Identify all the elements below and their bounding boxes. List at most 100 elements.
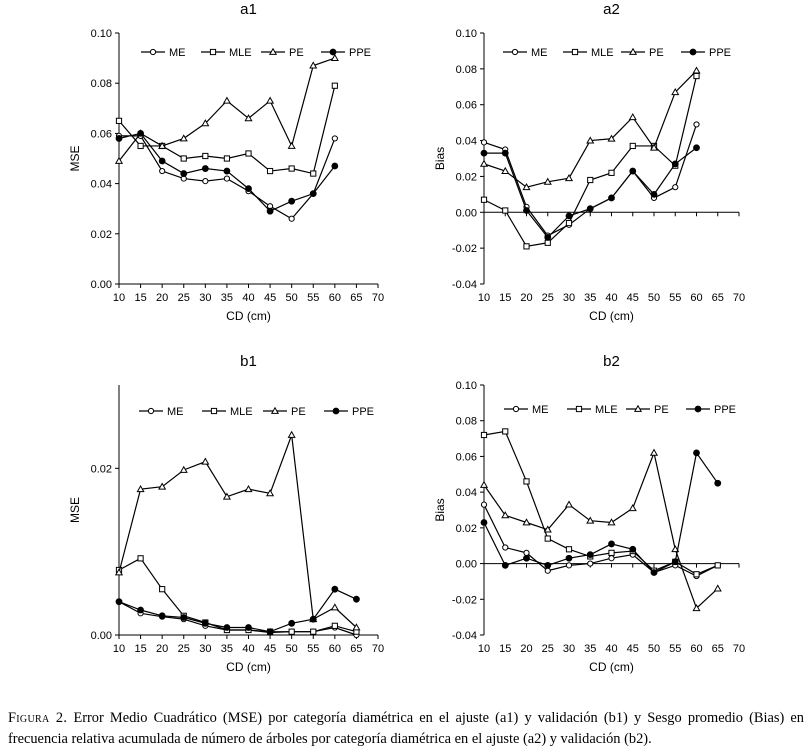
- data-point: [608, 549, 615, 556]
- series-mle: [115, 555, 360, 635]
- x-tick-label: 60: [690, 643, 702, 655]
- x-axis-label: CD (cm): [226, 309, 271, 323]
- y-tick-label: 0.08: [91, 78, 112, 90]
- data-point: [223, 175, 231, 182]
- legend-label: MLE: [591, 47, 614, 59]
- y-tick-label: 0.02: [91, 463, 112, 475]
- data-point: [693, 121, 700, 128]
- data-point: [543, 177, 552, 185]
- figure-panels: a1 0.00 0.02 0.04 0.06 0.08 0.10 10 15 20 25 30 35 40…: [68, 1, 745, 674]
- data-point: [331, 162, 339, 170]
- x-tick-label: 15: [134, 643, 146, 655]
- y-axis-label: MSE: [68, 145, 82, 171]
- data-point: [480, 519, 488, 526]
- data-point: [115, 598, 123, 606]
- legend-marker: [512, 405, 520, 413]
- data-point: [331, 135, 338, 142]
- x-tick-label: 10: [113, 643, 125, 655]
- legend-marker: [511, 48, 519, 56]
- legend: ME MLE PE PPE: [141, 47, 371, 59]
- data-point: [649, 143, 659, 151]
- data-point: [180, 170, 188, 177]
- data-point: [586, 551, 594, 559]
- y-tick-label: 0.10: [91, 28, 112, 40]
- data-point: [159, 586, 166, 593]
- data-point: [543, 525, 552, 533]
- data-point: [671, 87, 680, 96]
- legend-marker: [332, 407, 340, 415]
- legend-marker: [149, 48, 157, 56]
- legend-label: PE: [649, 47, 664, 59]
- x-tick-label: 30: [563, 292, 575, 304]
- x-tick-label: 40: [242, 643, 254, 655]
- legend: ME MLE PE PPE: [139, 406, 374, 418]
- data-point: [479, 480, 489, 488]
- y-tick-label: 0.04: [456, 136, 477, 148]
- data-point: [180, 155, 187, 162]
- x-tick-label: 55: [307, 643, 319, 655]
- data-point: [587, 176, 594, 184]
- data-point: [158, 157, 166, 165]
- data-point: [330, 53, 339, 61]
- y-tick-label: 0.04: [456, 487, 477, 499]
- series-line: [118, 557, 357, 633]
- y-tick-label: 0.00: [456, 559, 477, 571]
- y-tick-label: 0.08: [456, 64, 477, 76]
- legend-label: MLE: [230, 406, 253, 418]
- y-axis-label: Bias: [433, 147, 447, 170]
- legend-label: PE: [291, 406, 306, 418]
- data-point: [501, 166, 510, 174]
- chart-a2: a2 -0.04 -0.02 0.00 0.02 0.04 0.06 0.08 0.10 10 15…: [433, 1, 745, 323]
- data-point: [480, 196, 488, 203]
- data-point: [714, 562, 721, 569]
- legend-marker: [571, 48, 579, 56]
- chart-title: b2: [603, 353, 620, 370]
- data-point: [288, 215, 295, 222]
- data-point: [565, 554, 573, 562]
- data-point: [544, 535, 551, 542]
- x-axis-label: CD (cm): [589, 660, 634, 674]
- x-tick-label: 65: [712, 643, 724, 655]
- data-point: [586, 205, 594, 213]
- data-point: [309, 190, 317, 198]
- data-point: [310, 170, 317, 177]
- x-tick-label: 40: [242, 292, 254, 304]
- data-point: [201, 119, 210, 127]
- data-point: [523, 549, 530, 556]
- x-tick-label: 25: [178, 292, 190, 304]
- x-tick-label: 25: [542, 643, 554, 655]
- data-point: [288, 619, 296, 627]
- chart-title: b1: [240, 353, 257, 370]
- figure-caption: Figura 2. Error Medio Cuadrático (MSE) p…: [8, 708, 804, 750]
- data-point: [649, 448, 659, 456]
- legend-marker: [689, 48, 697, 56]
- x-tick-label: 20: [520, 292, 532, 304]
- data-point: [629, 142, 636, 150]
- legend-label: PE: [289, 47, 304, 59]
- legend-marker: [575, 405, 583, 413]
- data-point: [266, 207, 274, 215]
- x-tick-label: 60: [690, 292, 702, 304]
- data-point: [608, 194, 615, 202]
- x-tick-label: 70: [733, 292, 745, 304]
- series-pe: [114, 430, 361, 631]
- data-point: [222, 96, 231, 104]
- series-line: [483, 450, 719, 610]
- x-tick-label: 30: [199, 292, 211, 304]
- legend-marker: [268, 47, 278, 55]
- legend: ME MLE PE PPE: [504, 404, 736, 416]
- data-point: [114, 568, 124, 576]
- legend-marker: [270, 406, 280, 414]
- y-tick-label: 0.10: [456, 28, 477, 40]
- data-point: [309, 615, 317, 623]
- data-point: [480, 431, 488, 439]
- caption-label: Figura 2.: [8, 710, 68, 726]
- x-tick-label: 70: [733, 643, 745, 655]
- data-point: [179, 465, 188, 473]
- x-tick-label: 55: [307, 292, 319, 304]
- legend-label: PE: [654, 404, 669, 416]
- data-point: [137, 130, 144, 137]
- y-axis-label: MSE: [68, 497, 82, 523]
- data-point: [628, 113, 637, 121]
- x-tick-label: 30: [563, 643, 575, 655]
